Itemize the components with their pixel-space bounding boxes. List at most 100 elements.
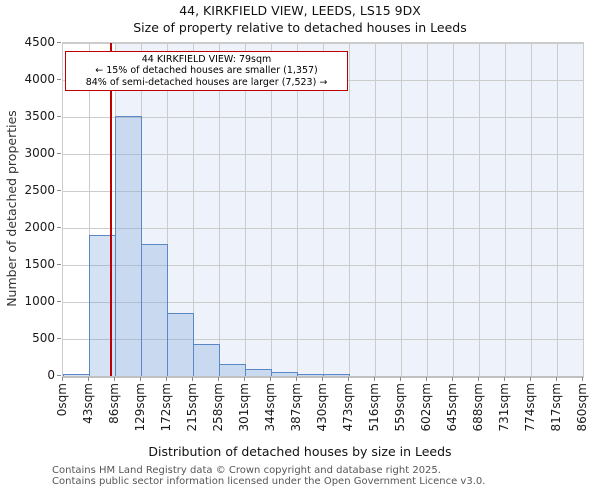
x-tick-mark — [61, 377, 63, 381]
histogram-bar — [193, 344, 220, 376]
histogram-bar — [141, 244, 168, 376]
y-tick-label: 2500 — [24, 183, 55, 197]
histogram-bar — [323, 374, 350, 376]
x-tick-mark — [373, 377, 375, 381]
y-tick-label: 4000 — [24, 72, 55, 86]
x-tick-mark — [191, 377, 193, 381]
footer-line-2: Contains public sector information licen… — [52, 476, 486, 487]
x-tick-mark — [321, 377, 323, 381]
x-tick-label: 43sqm — [80, 383, 95, 424]
vertical-gridline — [452, 43, 454, 376]
x-tick-mark — [139, 377, 141, 381]
x-axis-title: Distribution of detached houses by size … — [148, 444, 452, 459]
y-axis-title-wrap: Number of detached properties — [0, 42, 22, 375]
histogram-bar — [245, 369, 272, 376]
x-tick-mark — [555, 377, 557, 381]
vertical-gridline — [88, 43, 90, 376]
x-tick-label: 473sqm — [340, 383, 355, 432]
x-tick-label: 301sqm — [236, 383, 251, 432]
y-tick-label: 1500 — [24, 257, 55, 271]
footer-line-1: Contains HM Land Registry data © Crown c… — [52, 465, 441, 476]
x-tick-mark — [165, 377, 167, 381]
horizontal-gridline — [63, 301, 583, 303]
x-tick-mark — [295, 377, 297, 381]
horizontal-gridline — [63, 42, 583, 44]
vertical-gridline — [192, 43, 194, 376]
vertical-gridline — [478, 43, 480, 376]
x-tick-mark — [87, 377, 89, 381]
x-tick-label: 0sqm — [54, 383, 69, 417]
x-tick-label: 817sqm — [548, 383, 563, 432]
histogram-bar — [219, 363, 246, 376]
chart-subtitle: Size of property relative to detached ho… — [133, 20, 467, 35]
y-tick-label: 500 — [32, 331, 55, 345]
y-tick-mark — [57, 300, 61, 302]
vertical-gridline — [556, 43, 558, 376]
y-axis-title: Number of detached properties — [3, 110, 19, 307]
y-tick-label: 4500 — [24, 35, 55, 49]
vertical-gridline — [166, 43, 168, 376]
y-tick-mark — [57, 41, 61, 43]
y-tick-mark — [57, 115, 61, 117]
x-tick-mark — [347, 377, 349, 381]
annotation-smaller-line: ← 15% of detached houses are smaller (1,… — [95, 65, 318, 77]
horizontal-gridline — [63, 153, 583, 155]
x-tick-label: 645sqm — [444, 383, 459, 432]
x-tick-mark — [503, 377, 505, 381]
x-tick-label: 387sqm — [288, 383, 303, 432]
y-tick-label: 3000 — [24, 146, 55, 160]
y-tick-mark — [57, 152, 61, 154]
vertical-gridline — [582, 43, 584, 376]
annotation-larger-line: 84% of semi-detached houses are larger (… — [85, 76, 328, 88]
x-tick-label: 516sqm — [366, 383, 381, 432]
vertical-gridline — [244, 43, 246, 376]
x-tick-label: 860sqm — [574, 383, 589, 432]
y-tick-label: 3500 — [24, 109, 55, 123]
x-tick-mark — [451, 377, 453, 381]
y-tick-label: 0 — [47, 368, 55, 382]
histogram-bar — [115, 116, 142, 376]
horizontal-gridline — [63, 116, 583, 118]
y-tick-label: 2000 — [24, 220, 55, 234]
y-tick-mark — [57, 226, 61, 228]
vertical-gridline — [426, 43, 428, 376]
x-tick-mark — [113, 377, 115, 381]
x-tick-label: 172sqm — [158, 383, 173, 432]
vertical-gridline — [296, 43, 298, 376]
histogram-bar — [63, 374, 90, 376]
annotation-property-line: 44 KIRKFIELD VIEW: 79sqm — [141, 53, 272, 65]
x-tick-label: 258sqm — [210, 383, 225, 432]
vertical-gridline — [504, 43, 506, 376]
x-tick-mark — [477, 377, 479, 381]
x-tick-mark — [529, 377, 531, 381]
x-tick-label: 430sqm — [314, 383, 329, 432]
y-tick-mark — [57, 337, 61, 339]
x-tick-mark — [581, 377, 583, 381]
x-tick-label: 344sqm — [262, 383, 277, 432]
x-tick-mark — [425, 377, 427, 381]
x-tick-label: 774sqm — [522, 383, 537, 432]
x-tick-label: 731sqm — [496, 383, 511, 432]
horizontal-gridline — [63, 190, 583, 192]
horizontal-gridline — [63, 338, 583, 340]
vertical-gridline — [348, 43, 350, 376]
y-tick-mark — [57, 374, 61, 376]
histogram-bar — [271, 372, 298, 376]
histogram-bar — [89, 234, 116, 376]
y-tick-mark — [57, 78, 61, 80]
property-annotation-box: 44 KIRKFIELD VIEW: 79sqm ← 15% of detach… — [65, 51, 348, 91]
x-tick-mark — [217, 377, 219, 381]
vertical-gridline — [530, 43, 532, 376]
histogram-bar — [297, 374, 324, 376]
x-tick-mark — [269, 377, 271, 381]
x-tick-label: 215sqm — [184, 383, 199, 432]
vertical-gridline — [400, 43, 402, 376]
x-tick-label: 688sqm — [470, 383, 485, 432]
x-tick-mark — [243, 377, 245, 381]
histogram-bar — [167, 312, 194, 376]
y-tick-mark — [57, 189, 61, 191]
x-tick-label: 129sqm — [132, 383, 147, 432]
x-tick-mark — [399, 377, 401, 381]
vertical-gridline — [270, 43, 272, 376]
